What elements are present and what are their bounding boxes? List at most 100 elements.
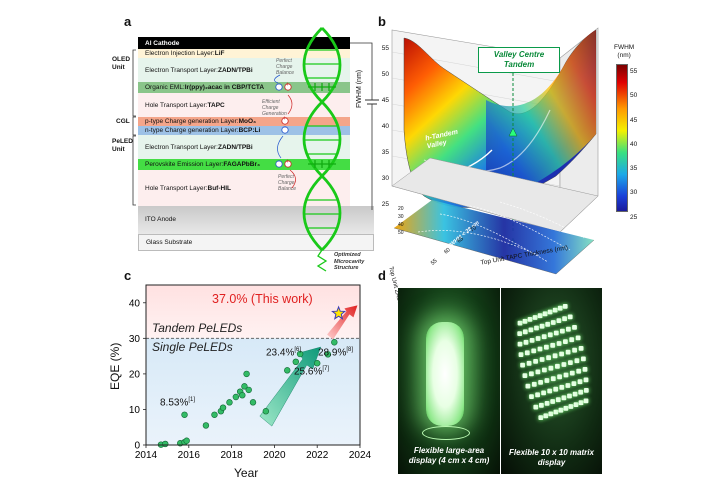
data-point-18	[262, 408, 270, 415]
matrix-pixel	[582, 367, 588, 372]
matrix-pixel	[552, 307, 558, 313]
chart-frame	[145, 284, 361, 446]
matrix-pixel	[529, 338, 535, 343]
matrix-pixel	[556, 341, 562, 346]
matrix-pixel	[583, 388, 589, 393]
layer-htl-bottom-material: Buf-HIL	[207, 184, 231, 192]
matrix-pixel	[572, 391, 578, 397]
layer-glass-substrate-text: Glass Substrate	[146, 239, 193, 246]
y-tick-2: 40	[398, 222, 404, 228]
annotation-25-6-value: 25.6%	[294, 366, 323, 378]
layer-etl-bottom-name: Electron Transport Layer:	[145, 143, 218, 151]
data-point-19	[284, 367, 291, 374]
colorbar-title: FWHM (nm)	[614, 44, 635, 59]
charge-plus-2: +	[283, 116, 287, 122]
cbar-tick-30: 30	[630, 189, 638, 197]
matrix-pixel	[517, 320, 523, 326]
layer-eil-name: Electron Injection Layer:	[145, 50, 215, 57]
y-tick-0: 20	[398, 206, 404, 212]
matrix-pixel	[567, 314, 573, 320]
layer-p-cgl-name: p-type Charge generation Layer:	[145, 118, 239, 125]
charge-plus-1: +	[286, 82, 290, 88]
matrix-pixel	[533, 359, 538, 364]
matrix-pixel	[517, 331, 523, 336]
layer-htl-top-name: Hole Transport Layer:	[145, 101, 208, 109]
matrix-pixel	[563, 405, 569, 411]
matrix-pixel	[539, 357, 545, 362]
matrix-pixel	[529, 394, 534, 399]
data-point-23	[324, 351, 332, 358]
annotation-8-53-value: 8.53%	[160, 397, 189, 409]
data-point-21	[296, 350, 304, 358]
x-tick-label-2024: 2024	[349, 450, 372, 461]
matrix-pixel	[550, 342, 556, 348]
annotation-23-4-ref: [6]	[294, 347, 302, 353]
balance-annotation-top: Perfect Charge Balance	[276, 58, 295, 76]
matrix-pixel	[527, 317, 533, 322]
cbar-tick-55: 55	[630, 68, 638, 75]
data-point-16	[245, 386, 252, 394]
matrix-pixel	[545, 321, 551, 327]
matrix-pixel	[581, 356, 586, 362]
oled-unit-label: OLED Unit	[112, 56, 131, 71]
matrix-pixel	[577, 379, 583, 385]
data-point-14	[241, 383, 248, 390]
y-tick-1: 30	[398, 214, 404, 220]
matrix-pixel	[535, 369, 541, 375]
matrix-pixel	[557, 374, 562, 380]
matrix-pixel	[544, 401, 550, 406]
matrix-pixel	[561, 395, 567, 401]
annotation-25-6: 25.6%[7]	[294, 366, 329, 377]
matrix-pixel	[555, 363, 560, 369]
matrix-pixel	[553, 409, 559, 415]
matrix-pixel	[550, 320, 556, 325]
x-tick-label-2022: 2022	[306, 450, 329, 461]
trend-arrows	[259, 305, 358, 427]
layer-etl-top-name: Electron Transport Layer:	[145, 66, 218, 74]
layer-perovskite-eml-name: Perovskite Emission Layer:	[145, 161, 224, 168]
matrix-pixel	[547, 332, 553, 338]
matrix-pixel	[538, 415, 544, 420]
matrix-pixel	[533, 404, 539, 410]
cbar-tick-40: 40	[630, 140, 638, 148]
matrix-pixel	[559, 351, 564, 357]
matrix-pixel	[548, 411, 554, 417]
colorbar-ticks: 55 50 45 40 35 30 25	[630, 60, 637, 230]
matrix-pixel	[569, 337, 575, 343]
matrix-pixel	[523, 339, 529, 345]
y-axis-ticks: 20 30 40 50	[398, 205, 404, 237]
matrix-pixel	[550, 376, 556, 382]
annotation-28-9-value: 28.9%	[318, 347, 347, 359]
z-tick-50: 50	[381, 71, 389, 78]
matrix-pixel	[526, 360, 532, 366]
cbar-tick-35: 35	[630, 165, 638, 173]
matrix-pixel	[566, 326, 571, 332]
x-tick-label-2016: 2016	[178, 450, 201, 461]
matrix-pixel	[572, 325, 577, 330]
single-trend-arrow	[259, 346, 322, 427]
y-tick-label-0: 0	[134, 441, 140, 452]
data-point-4	[183, 437, 190, 444]
matrix-pixel	[517, 341, 523, 347]
matrix-pixel	[557, 305, 563, 311]
matrix-pixel	[531, 348, 537, 354]
matrix-pixel	[534, 325, 539, 331]
charge-minus-3: −	[277, 159, 281, 165]
layer-ito-anode: ITO Anode	[138, 206, 374, 234]
y-tick-label-20: 20	[129, 369, 141, 380]
caption-large-area: Flexible large-area display (4 cm x 4 cm…	[408, 446, 490, 465]
panel-c-label: c	[124, 268, 132, 283]
annotation-8-53: 8.53%[1]	[160, 397, 195, 408]
matrix-pixel	[562, 316, 567, 322]
data-point-24	[331, 339, 338, 346]
matrix-pixel	[569, 370, 575, 376]
panel-b-label: b	[378, 14, 386, 29]
data-point-13	[239, 392, 246, 399]
layer-p-cgl-material: MoO₃	[238, 118, 257, 125]
data-point-9	[219, 404, 227, 411]
data-point-17	[249, 399, 257, 406]
matrix-pixel	[525, 383, 531, 389]
matrix-pixel	[573, 402, 579, 407]
matrix-pixel	[561, 362, 567, 367]
matrix-pixel	[583, 377, 589, 383]
